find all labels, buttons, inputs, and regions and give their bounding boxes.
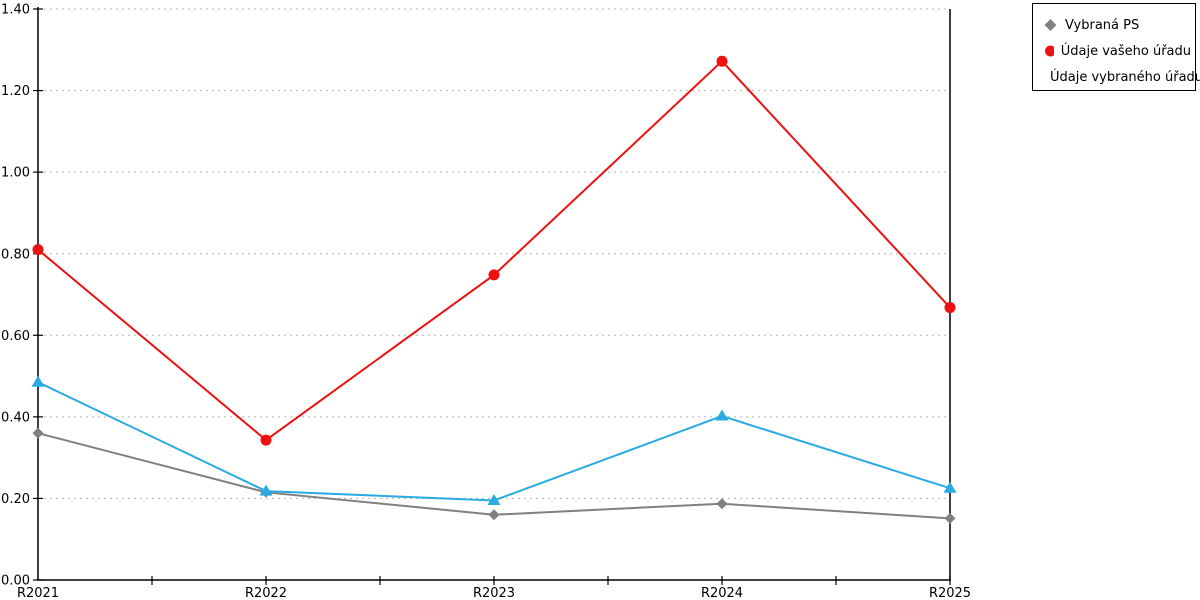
y-tick-label: 0.00 (1, 574, 30, 589)
data-point-diamond (716, 498, 728, 510)
data-point-circle (32, 244, 44, 256)
data-point-circle (260, 434, 272, 446)
y-tick-label: 1.20 (1, 84, 30, 99)
x-tick-label: R2023 (473, 586, 515, 600)
x-tick-label: R2022 (245, 586, 287, 600)
x-tick-label: R2021 (17, 586, 59, 600)
data-point-circle (488, 269, 500, 281)
diamond-glyph (1044, 19, 1057, 31)
data-point-circle (944, 302, 956, 314)
data-point-triangle (487, 493, 501, 505)
legend-item: Údaje vašeho úřadu (1043, 38, 1191, 64)
data-point-triangle (31, 375, 45, 387)
data-point-triangle (259, 484, 273, 496)
y-tick-label: 1.40 (1, 3, 30, 18)
circle-glyph (1045, 45, 1054, 57)
data-point-triangle (715, 409, 729, 421)
data-point-diamond (32, 427, 44, 439)
y-tick-label: 1.00 (1, 166, 30, 181)
legend-diamond-marker-icon (1044, 19, 1057, 31)
x-tick-label: R2024 (701, 586, 743, 600)
legend-item: Vybraná PS (1043, 12, 1191, 38)
y-tick-label: 0.40 (1, 410, 30, 425)
y-tick-label: 0.60 (1, 329, 30, 344)
legend: Vybraná PS Údaje vašeho úřadu Údaje vybran… (1032, 3, 1200, 91)
x-tick-label: R2025 (929, 586, 971, 600)
y-tick-label: 0.80 (1, 247, 30, 262)
data-point-circle (716, 55, 728, 67)
legend-label: Vybraná PS (1065, 17, 1140, 33)
legend-circle-marker-icon (1045, 45, 1054, 57)
y-tick-label: 0.20 (1, 492, 30, 507)
legend-item: Údaje vybraného úřadu (1043, 64, 1200, 90)
data-point-diamond (944, 512, 956, 524)
legend-label: Údaje vybraného úřadu (1050, 69, 1200, 85)
series-line-circle (37, 59, 951, 442)
legend-label: Údaje vašeho úřadu (1060, 43, 1191, 59)
data-point-diamond (488, 509, 500, 521)
data-point-triangle (943, 481, 957, 493)
series-line-triangle (37, 381, 951, 502)
